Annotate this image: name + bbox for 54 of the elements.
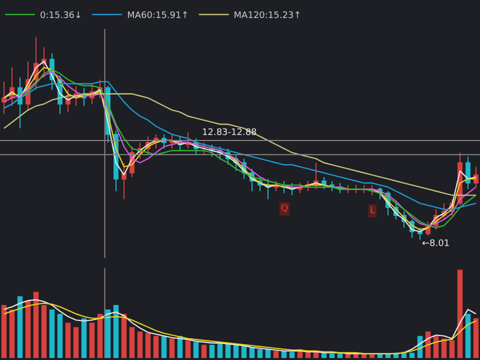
bar [473, 318, 479, 358]
bar [17, 296, 23, 358]
bar [409, 352, 415, 358]
bar [33, 292, 39, 358]
bar [49, 309, 55, 358]
candlestick [2, 81, 6, 115]
bar [193, 342, 199, 358]
bar [129, 327, 135, 358]
bar [41, 305, 47, 358]
bar [449, 340, 455, 358]
annotation: ←8.01 [422, 239, 450, 249]
bar [25, 300, 31, 358]
bar [57, 314, 63, 358]
bar [457, 270, 463, 358]
bar [273, 350, 279, 358]
candlestick [474, 166, 478, 188]
bar [169, 338, 175, 358]
bar [137, 332, 143, 358]
bar [9, 309, 15, 358]
legend-label: MA120:15.23↑ [234, 11, 302, 22]
bar [241, 346, 247, 358]
bar [185, 340, 191, 358]
legend-label: MA60:15.91↑ [127, 11, 189, 22]
candlestick [122, 162, 126, 200]
bar [145, 333, 151, 358]
bar [81, 318, 87, 358]
bar [1, 305, 7, 358]
bar [249, 347, 255, 358]
bar [89, 322, 95, 358]
bar [97, 314, 103, 358]
bar [161, 336, 167, 358]
annotation: L [370, 206, 376, 216]
bar [257, 349, 263, 358]
bar [289, 352, 295, 358]
annotation: 12.83-12.88 [202, 128, 258, 138]
bar [65, 322, 71, 358]
bar [441, 338, 447, 358]
bar [105, 309, 111, 358]
bar [113, 305, 119, 358]
bar [201, 344, 207, 358]
bar [465, 314, 471, 358]
bar [265, 349, 271, 358]
annotation: Q [281, 204, 288, 214]
candlestick [466, 156, 470, 190]
bar [233, 344, 239, 358]
bar [433, 336, 439, 358]
bar [153, 336, 159, 358]
legend-label: 0:15.36↓ [40, 11, 82, 22]
bar [329, 354, 335, 358]
bar [369, 354, 375, 358]
candlestick [418, 227, 422, 240]
bar [209, 344, 215, 358]
bar [73, 327, 79, 358]
bar [121, 314, 127, 358]
